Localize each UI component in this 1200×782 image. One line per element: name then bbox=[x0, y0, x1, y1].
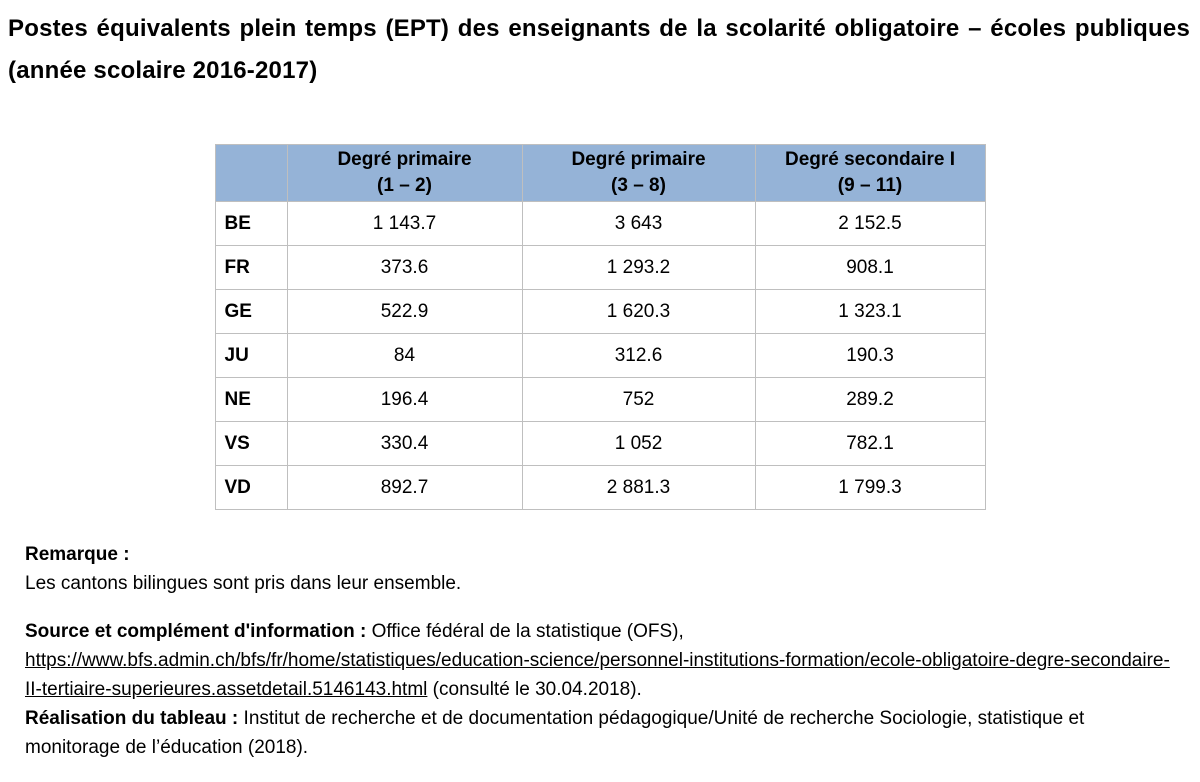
column-header-secondary-9-11: Degré secondaire I (9 – 11) bbox=[754, 144, 986, 202]
source-link[interactable]: https://www.bfs.admin.ch/bfs/fr/home/sta… bbox=[25, 650, 1170, 700]
table-cell: 908.1 bbox=[754, 245, 986, 290]
source-text: Office fédéral de la statistique (OFS), bbox=[371, 621, 684, 642]
remark-paragraph: Remarque : Les cantons bilingues sont pri… bbox=[25, 540, 1177, 598]
canton-code: JU bbox=[214, 333, 288, 378]
table-cell: 522.9 bbox=[286, 289, 523, 334]
table-row-VS: VS 330.4 1 052 782.1 bbox=[214, 421, 986, 466]
column-header-primary-1-2: Degré primaire (1 – 2) bbox=[286, 144, 523, 202]
table-cell: 1 143.7 bbox=[286, 201, 523, 246]
realisation-text: Institut de recherche et de documentatio… bbox=[25, 708, 1085, 758]
table-cell: 289.2 bbox=[754, 377, 986, 422]
document-page: Postes équivalents plein temps (EPT) des… bbox=[0, 8, 1200, 782]
table-cell: 2 152.5 bbox=[754, 201, 986, 246]
column-header-sublabel: (1 – 2) bbox=[377, 175, 432, 196]
table-cell: 892.7 bbox=[286, 465, 523, 510]
source-consulted-date: (consulté le 30.04.2018). bbox=[432, 679, 642, 700]
column-header-primary-3-8: Degré primaire (3 – 8) bbox=[521, 144, 756, 202]
canton-code: VS bbox=[214, 421, 288, 466]
corner-cell bbox=[214, 144, 288, 202]
canton-code: BE bbox=[214, 201, 288, 246]
column-header-label: Degré primaire bbox=[337, 149, 472, 170]
table-cell: 2 881.3 bbox=[521, 465, 756, 510]
table-cell: 782.1 bbox=[754, 421, 986, 466]
table-cell: 190.3 bbox=[754, 333, 986, 378]
column-header-sublabel: (3 – 8) bbox=[611, 175, 666, 196]
table-row-FR: FR 373.6 1 293.2 908.1 bbox=[214, 245, 986, 290]
table-cell: 330.4 bbox=[286, 421, 523, 466]
table-cell: 196.4 bbox=[286, 377, 523, 422]
table-row-NE: NE 196.4 752 289.2 bbox=[214, 377, 986, 422]
table-cell: 1 052 bbox=[521, 421, 756, 466]
table-cell: 1 293.2 bbox=[521, 245, 756, 290]
realisation-label: Réalisation du tableau : bbox=[25, 708, 239, 729]
column-header-label: Degré primaire bbox=[571, 149, 706, 170]
notes-section: Remarque : Les cantons bilingues sont pri… bbox=[25, 540, 1177, 762]
canton-code: VD bbox=[214, 465, 288, 510]
canton-code: FR bbox=[214, 245, 288, 290]
table-cell: 1 799.3 bbox=[754, 465, 986, 510]
table-cell: 373.6 bbox=[286, 245, 523, 290]
canton-code: NE bbox=[214, 377, 288, 422]
table-cell: 1 620.3 bbox=[521, 289, 756, 334]
realisation-paragraph: Réalisation du tableau : Institut de rec… bbox=[25, 704, 1177, 762]
source-paragraph: Source et complément d'information : Off… bbox=[25, 617, 1177, 704]
table-cell: 3 643 bbox=[521, 201, 756, 246]
remark-text: Les cantons bilingues sont pris dans leu… bbox=[25, 573, 462, 594]
column-header-label: Degré secondaire I bbox=[784, 149, 956, 170]
page-title: Postes équivalents plein temps (EPT) des… bbox=[8, 15, 1190, 84]
column-header-sublabel: (9 – 11) bbox=[837, 175, 903, 196]
table-cell: 752 bbox=[521, 377, 756, 422]
canton-code: GE bbox=[214, 289, 288, 334]
table-row-JU: JU 84 312.6 190.3 bbox=[214, 333, 986, 378]
table-cell: 312.6 bbox=[521, 333, 756, 378]
ept-table: Degré primaire (1 – 2) Degré primaire (3 –… bbox=[214, 144, 986, 510]
table-cell: 1 323.1 bbox=[754, 289, 986, 334]
table-row-VD: VD 892.7 2 881.3 1 799.3 bbox=[214, 465, 986, 510]
table-row-GE: GE 522.9 1 620.3 1 323.1 bbox=[214, 289, 986, 334]
table-row-BE: BE 1 143.7 3 643 2 152.5 bbox=[214, 201, 986, 246]
source-label: Source et complément d'information : bbox=[25, 621, 367, 642]
remark-label: Remarque : bbox=[25, 544, 130, 565]
table-header-row: Degré primaire (1 – 2) Degré primaire (3 –… bbox=[214, 144, 986, 202]
table-cell: 84 bbox=[286, 333, 523, 378]
